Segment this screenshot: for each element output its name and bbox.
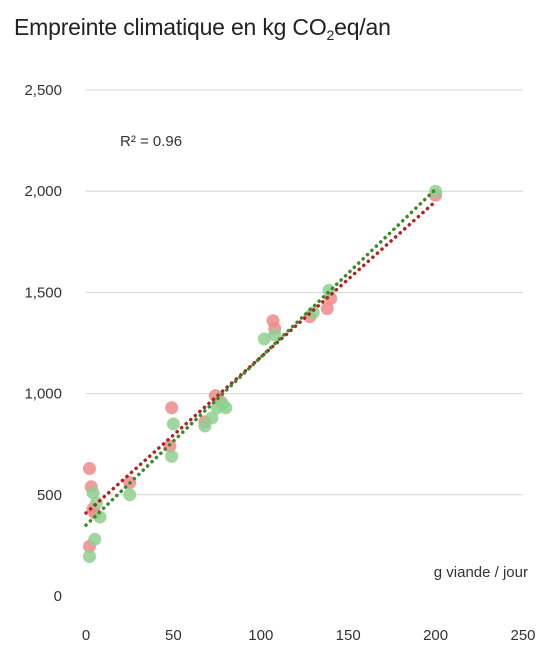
- y-tick-label: 1,000: [24, 386, 62, 403]
- data-point: [165, 449, 179, 463]
- x-tick-label: 200: [423, 627, 448, 644]
- x-axis-label: g viande / jour: [434, 564, 528, 581]
- data-point: [123, 488, 137, 502]
- data-point: [429, 184, 443, 198]
- data-point: [268, 328, 282, 342]
- data-point: [93, 510, 107, 524]
- x-tick-label: 250: [510, 627, 535, 644]
- data-point: [205, 411, 219, 425]
- data-point: [82, 461, 96, 475]
- data-point: [88, 532, 102, 546]
- y-tick-label: 2,000: [24, 183, 62, 200]
- chart-title: Empreinte climatique en kg CO2eq/an: [14, 14, 391, 43]
- y-axis-ticks: 0 500 1,000 1,500 2,000 2,500: [24, 82, 62, 605]
- data-point: [166, 417, 180, 431]
- x-tick-label: 50: [165, 627, 182, 644]
- data-points: [82, 184, 443, 564]
- chart-title-subscript: 2: [326, 27, 335, 43]
- x-axis-ticks: 0 50 100 150 200 250: [82, 627, 536, 644]
- data-point: [257, 332, 271, 346]
- r-squared-annotation: R² = 0.96: [120, 133, 182, 150]
- x-tick-label: 100: [248, 627, 273, 644]
- data-point: [165, 401, 179, 415]
- trend-lines: [84, 187, 438, 527]
- data-point: [82, 550, 96, 564]
- data-point: [320, 302, 334, 316]
- data-point: [322, 283, 336, 297]
- gridlines: [86, 89, 523, 496]
- data-point: [89, 496, 103, 510]
- y-tick-label: 0: [54, 588, 62, 605]
- chart-title-suffix: eq/an: [334, 14, 391, 40]
- chart-title-main: Empreinte climatique en kg CO: [14, 14, 327, 40]
- x-tick-label: 0: [82, 627, 90, 644]
- trend-line: [84, 199, 438, 515]
- trend-line: [84, 187, 438, 527]
- data-point: [219, 401, 233, 415]
- x-tick-label: 150: [336, 627, 361, 644]
- data-point: [86, 486, 100, 500]
- y-tick-label: 2,500: [24, 82, 62, 99]
- y-tick-label: 500: [37, 487, 62, 504]
- y-tick-label: 1,500: [24, 284, 62, 301]
